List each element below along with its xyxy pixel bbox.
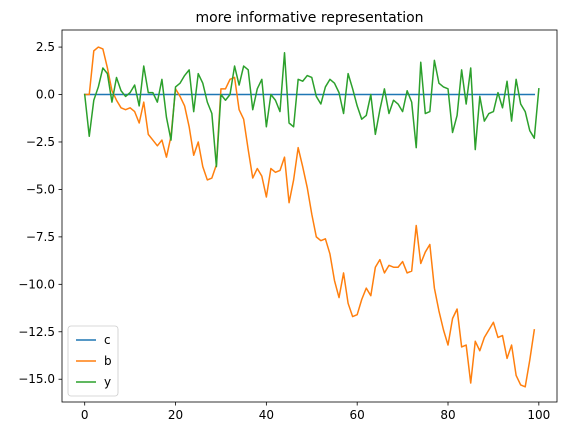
series-line-y — [83, 52, 540, 168]
legend-label-y: y — [104, 375, 111, 389]
y-tick-label: −15.0 — [18, 372, 55, 386]
axes-frame — [61, 29, 558, 403]
x-tick-label: 100 — [527, 408, 550, 422]
legend-label-b: b — [104, 354, 112, 368]
x-tick-label: 60 — [350, 408, 365, 422]
x-tick-label: 80 — [440, 408, 455, 422]
x-tick-label: 0 — [81, 408, 89, 422]
y-tick-label: −5.0 — [26, 182, 55, 196]
series-layer — [83, 46, 540, 388]
series-line-b — [83, 46, 536, 388]
chart-title: more informative representation — [195, 10, 423, 26]
y-tick-label: −7.5 — [26, 230, 55, 244]
y-axis: 2.5 0.0 −2.5 −5.0 −7.5 −10.0 −12.5 −15.0 — [18, 40, 62, 386]
y-tick-label: −10.0 — [18, 277, 55, 291]
legend: cby — [67, 325, 119, 397]
x-tick-label: 20 — [168, 408, 183, 422]
y-tick-label: −2.5 — [26, 135, 55, 149]
x-tick-label: 40 — [259, 408, 274, 422]
legend-label-c: c — [104, 333, 111, 347]
y-tick-label: −12.5 — [18, 325, 55, 339]
x-axis: 0 20 40 60 80 100 — [81, 402, 550, 422]
y-tick-label: 0.0 — [36, 88, 55, 102]
y-tick-label: 2.5 — [36, 40, 55, 54]
